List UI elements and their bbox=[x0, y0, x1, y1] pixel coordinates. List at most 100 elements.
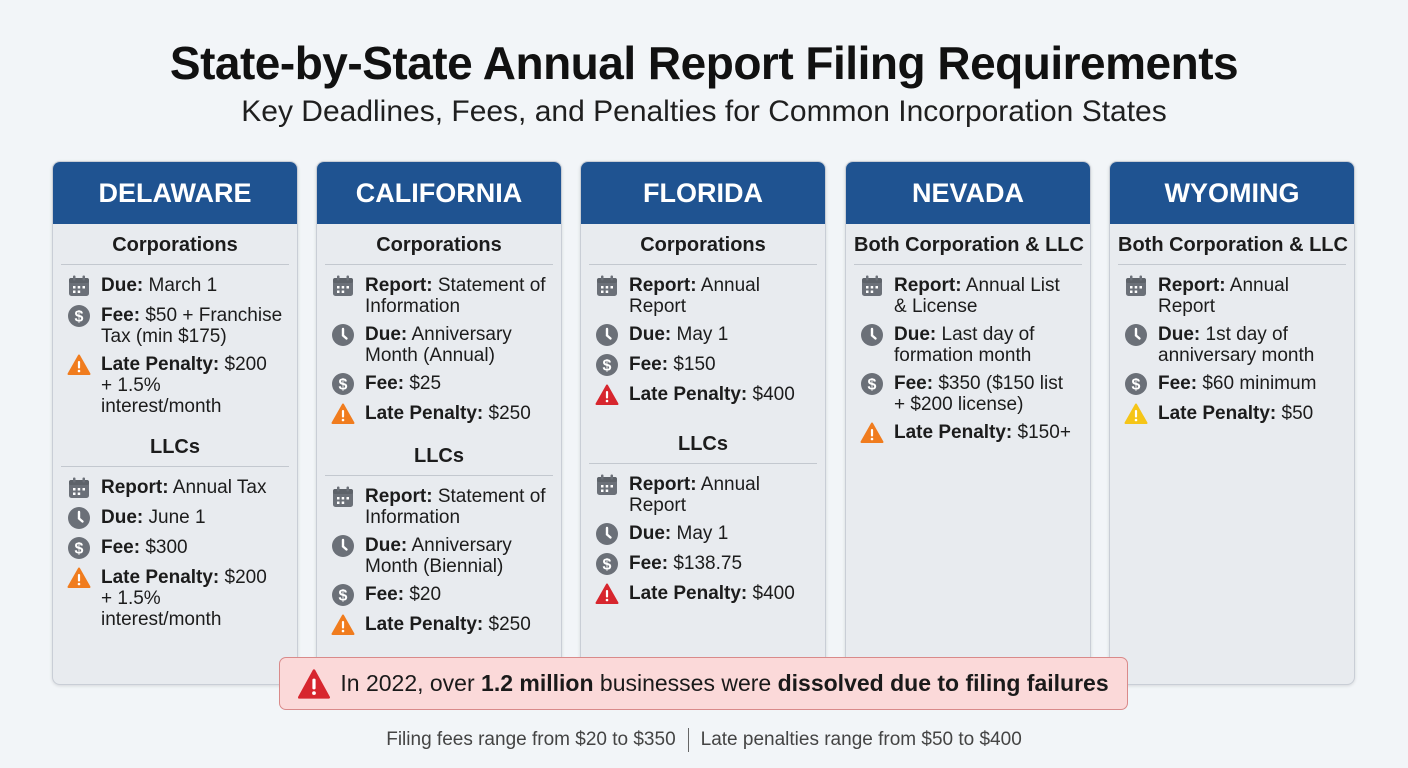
list-item: Due: May 1 bbox=[595, 324, 811, 347]
warning-icon bbox=[860, 421, 884, 445]
item-text: Due: Anniversary Month (Annual) bbox=[365, 324, 547, 366]
item-label: Fee: bbox=[1158, 373, 1198, 394]
item-label: Due: bbox=[101, 507, 144, 528]
item-value: $400 bbox=[752, 583, 795, 604]
warning-icon bbox=[331, 402, 355, 426]
divider bbox=[687, 728, 689, 752]
item-value: $250 bbox=[488, 403, 531, 424]
item-text: Due: March 1 bbox=[101, 275, 217, 296]
item-label: Fee: bbox=[629, 354, 669, 375]
clock-icon bbox=[1124, 323, 1148, 347]
item-text: Late Penalty: $200 + 1.5% interest/month bbox=[101, 354, 283, 417]
page-title: State-by-State Annual Report Filing Requ… bbox=[169, 37, 1239, 89]
state-name: CALIFORNIA bbox=[317, 162, 561, 224]
clock-icon bbox=[331, 534, 355, 558]
item-label: Fee: bbox=[894, 373, 934, 394]
list-item: $ Fee: $50 + Franchise Tax (min $175) bbox=[67, 305, 283, 347]
item-text: Fee: $25 bbox=[365, 373, 441, 394]
list-item: Due: Anniversary Month (Annual) bbox=[331, 324, 547, 366]
list-item: Due: March 1 bbox=[67, 275, 283, 298]
dollar-icon: $ bbox=[67, 304, 91, 328]
item-label: Due: bbox=[1158, 324, 1201, 345]
item-label: Report: bbox=[365, 486, 433, 507]
footer-note: Filing fees range from $20 to $350 Late p… bbox=[0, 728, 1408, 752]
fee-range: Filing fees range from $20 to $350 bbox=[386, 729, 676, 751]
list-item: Due: June 1 bbox=[67, 507, 283, 530]
item-value: $300 bbox=[145, 537, 188, 558]
alert-mid: businesses were bbox=[593, 670, 778, 696]
warning-icon bbox=[595, 383, 619, 407]
alert-text: In 2022, over 1.2 million businesses wer… bbox=[340, 670, 1108, 697]
item-text: Report: Annual Report bbox=[1158, 275, 1340, 317]
item-value: Statement of Information bbox=[365, 486, 546, 528]
item-value: Annual Tax bbox=[172, 477, 267, 498]
state-card-delaware: DELAWARE Corporations Due: March 1 $ Fee: $5… bbox=[52, 161, 298, 685]
warning-icon bbox=[595, 582, 619, 606]
section: Corporations Report: Statement of Informa… bbox=[325, 234, 553, 433]
item-text: Report: Annual Report bbox=[629, 275, 811, 317]
list-item: $ Fee: $20 bbox=[331, 584, 547, 607]
svg-text:$: $ bbox=[339, 588, 348, 605]
list-item: Report: Statement of Information bbox=[331, 486, 547, 528]
item-text: Report: Annual Report bbox=[629, 474, 811, 516]
item-value: $350 ($150 list + $200 license) bbox=[894, 373, 1064, 415]
item-text: Fee: $300 bbox=[101, 537, 188, 558]
item-label: Late Penalty: bbox=[365, 614, 484, 635]
warning-icon bbox=[298, 668, 331, 699]
list-item: $ Fee: $150 bbox=[595, 354, 811, 377]
list-item: Late Penalty: $150+ bbox=[860, 422, 1076, 445]
list-item: Late Penalty: $250 bbox=[331, 403, 547, 426]
item-label: Late Penalty: bbox=[101, 354, 220, 375]
item-value: Annual Report bbox=[1158, 275, 1289, 317]
svg-text:$: $ bbox=[75, 309, 84, 326]
calendar-icon bbox=[595, 473, 619, 497]
item-text: Fee: $60 minimum bbox=[1158, 373, 1316, 394]
state-card-wyoming: WYOMING Both Corporation & LLC Report: Ann… bbox=[1109, 161, 1355, 685]
item-text: Due: May 1 bbox=[629, 324, 728, 345]
item-value: $200 + 1.5% interest/month bbox=[101, 354, 267, 417]
item-value: May 1 bbox=[676, 324, 729, 345]
list-item: Late Penalty: $250 bbox=[331, 614, 547, 637]
item-label: Due: bbox=[365, 535, 408, 556]
item-label: Late Penalty: bbox=[894, 422, 1013, 443]
list-item: Late Penalty: $400 bbox=[595, 583, 811, 606]
item-text: Due: June 1 bbox=[101, 507, 206, 528]
item-text: Late Penalty: $400 bbox=[629, 384, 795, 405]
clock-icon bbox=[67, 506, 91, 530]
item-value: $25 bbox=[409, 373, 442, 394]
list-item: Report: Annual List & License bbox=[860, 275, 1076, 317]
item-text: Late Penalty: $250 bbox=[365, 614, 531, 635]
item-label: Report: bbox=[629, 275, 697, 296]
item-label: Fee: bbox=[365, 584, 405, 605]
state-card-florida: FLORIDA Corporations Report: Annual Report… bbox=[580, 161, 826, 685]
item-value: $20 bbox=[409, 584, 442, 605]
item-text: Due: May 1 bbox=[629, 523, 728, 544]
calendar-icon bbox=[331, 485, 355, 509]
list-item: $ Fee: $300 bbox=[67, 537, 283, 560]
item-value: $150+ bbox=[1017, 422, 1071, 443]
svg-text:$: $ bbox=[603, 358, 612, 375]
clock-icon bbox=[331, 323, 355, 347]
section: LLCs Report: Annual Report Due: May 1 $ Fee:… bbox=[589, 433, 817, 613]
item-value: Annual Report bbox=[629, 275, 760, 317]
item-label: Late Penalty: bbox=[365, 403, 484, 424]
alert-stat: 1.2 million bbox=[481, 670, 594, 696]
item-label: Late Penalty: bbox=[1158, 403, 1277, 424]
item-value: $138.75 bbox=[673, 553, 743, 574]
item-value: June 1 bbox=[148, 507, 206, 528]
item-label: Due: bbox=[101, 275, 144, 296]
item-label: Due: bbox=[894, 324, 937, 345]
list-item: Late Penalty: $200 + 1.5% interest/month bbox=[67, 567, 283, 630]
svg-text:$: $ bbox=[868, 377, 877, 394]
list-item: Late Penalty: $50 bbox=[1124, 403, 1340, 426]
item-value: May 1 bbox=[676, 523, 729, 544]
section: Corporations Due: March 1 $ Fee: $50 + Fran… bbox=[61, 234, 289, 424]
state-name: DELAWARE bbox=[53, 162, 297, 224]
state-name: WYOMING bbox=[1110, 162, 1354, 224]
section: Corporations Report: Annual Report Due: Ma… bbox=[589, 234, 817, 421]
item-text: Due: 1st day of anniversary month bbox=[1158, 324, 1340, 366]
list-item: $ Fee: $60 minimum bbox=[1124, 373, 1340, 396]
dollar-icon: $ bbox=[331, 372, 355, 396]
section: Both Corporation & LLC Report: Annual Rep… bbox=[1118, 234, 1348, 433]
dollar-icon: $ bbox=[860, 372, 884, 396]
